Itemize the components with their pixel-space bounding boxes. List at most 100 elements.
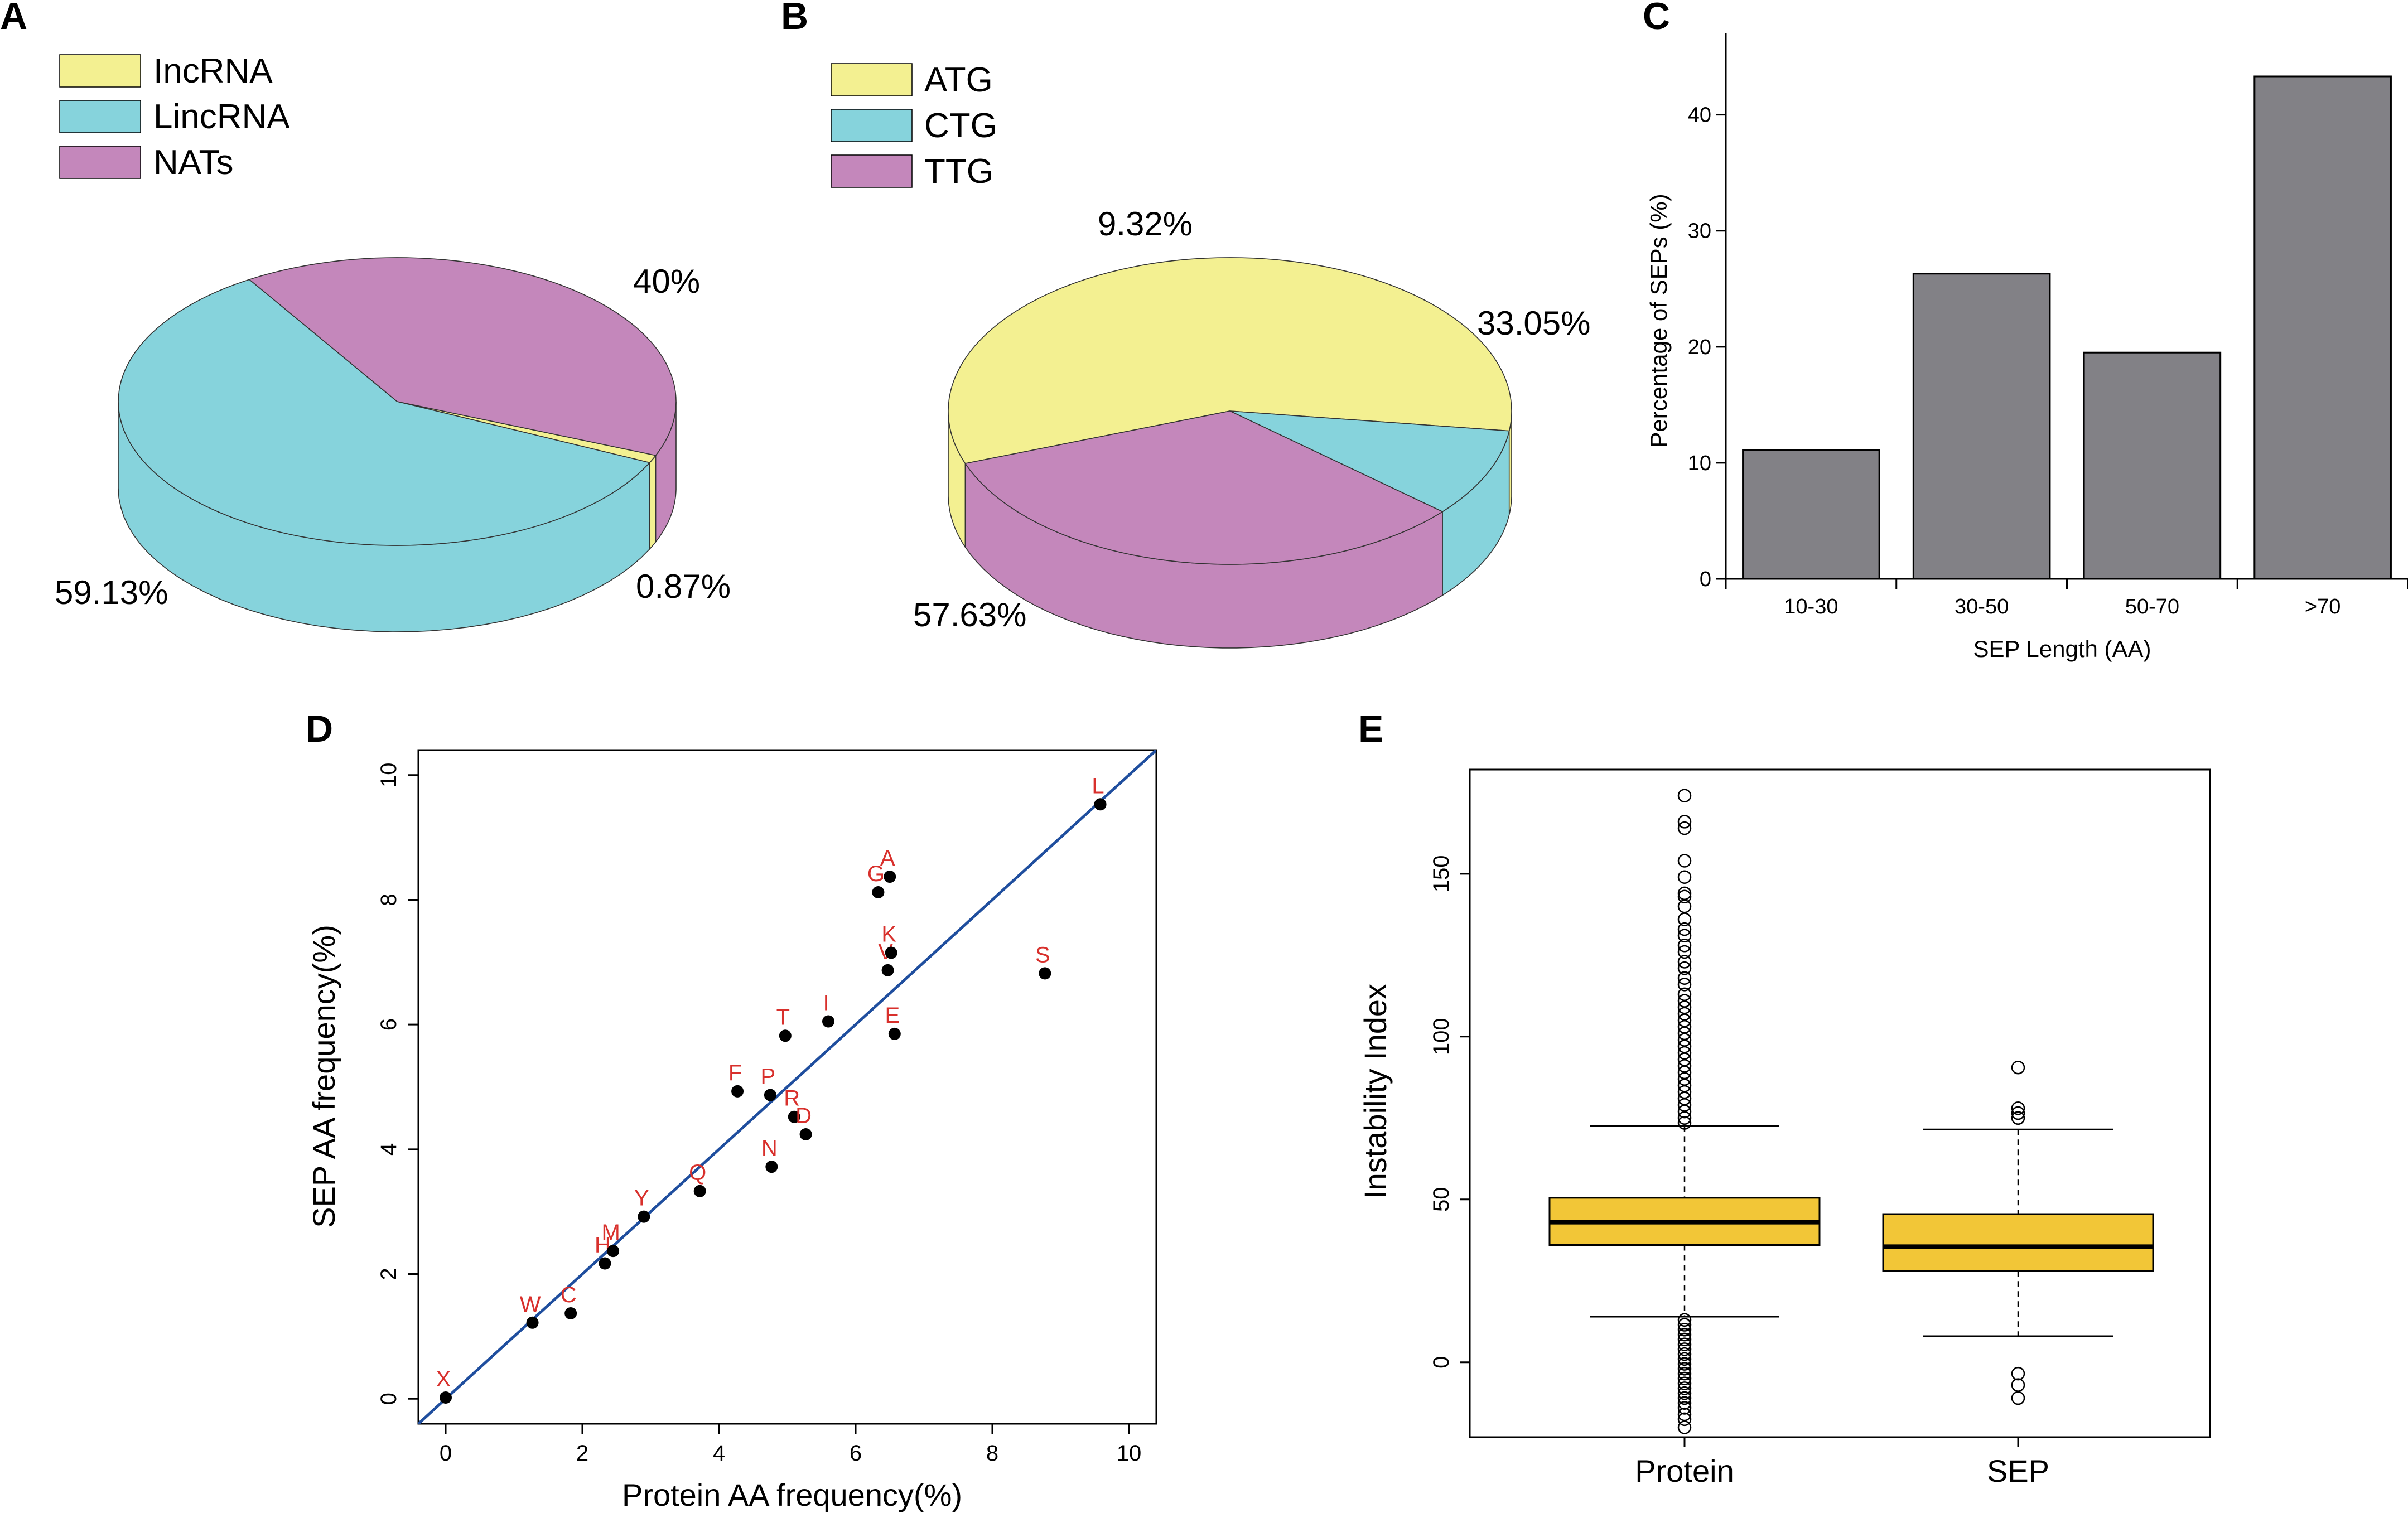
boxplot-e-outlier (1677, 1371, 1692, 1386)
scatter-d-point (1094, 798, 1107, 811)
bar-c-ytick-label: 30 (1688, 220, 1711, 243)
scatter-d-point (599, 1257, 611, 1270)
boxplot-e-outlier (1677, 899, 1692, 913)
scatter-d-point (872, 886, 885, 899)
scatter-d-point-label: T (776, 1005, 790, 1029)
scatter-d-point (693, 1185, 706, 1197)
boxplot-e-outlier (1677, 1420, 1692, 1434)
scatter-chart-d: 02468100246810XWCHMYQNFPRDTIEVKGASL Prot… (306, 749, 1157, 1512)
scatter-d-point-label: K (881, 922, 896, 947)
scatter-d-point (764, 1089, 776, 1101)
scatter-d-xlabel: Protein AA frequency(%) (622, 1477, 962, 1512)
scatter-d-point-label: Y (634, 1186, 649, 1211)
boxplot-e-outlier (1677, 945, 1692, 959)
scatter-d-xtick-label: 6 (850, 1441, 862, 1466)
boxplot-e-outlier (1677, 1412, 1692, 1427)
scatter-d-point (888, 1027, 901, 1040)
bar-c-ylabel: Percentage of SEPs (%) (1645, 194, 1672, 447)
pie-chart-a: IncRNA LincRNA NATs 40% 59.13% 0.87% (55, 52, 731, 632)
boxplot-e-outlier (1677, 1065, 1692, 1080)
scatter-d-point (799, 1128, 812, 1141)
scatter-d-ytick-label: 4 (377, 1143, 401, 1156)
scatter-d-point-label: E (885, 1003, 900, 1028)
boxplot-e-outlier (1677, 978, 1692, 992)
boxplot-e-outlier (1677, 1079, 1692, 1092)
bar-c-ytick-label: 0 (1700, 568, 1711, 591)
boxplot-e-outlier (2011, 1061, 2025, 1075)
boxplot-e-outlier (1677, 922, 1692, 936)
boxplot-e-ytick-label: 50 (1429, 1187, 1454, 1212)
pie-a-label-incrna: 0.87% (636, 568, 731, 605)
boxplot-e-outlier (1677, 1407, 1692, 1422)
scatter-d-point (526, 1316, 539, 1329)
scatter-d-frame (417, 749, 1157, 1425)
boxplot-e-ytick-label: 100 (1429, 1018, 1454, 1055)
legend-b-label-atg: ATG (924, 61, 993, 99)
boxplot-e-outlier (1677, 815, 1692, 829)
boxplot-e-outlier (2011, 1366, 2025, 1381)
legend-a-label-incrna: IncRNA (153, 52, 273, 90)
boxplot-e-outlier (1677, 1098, 1692, 1112)
scatter-d-fit-line (418, 750, 1156, 1424)
boxplot-e-outlier (2011, 1391, 2025, 1405)
scatter-d-point-label: Q (689, 1161, 706, 1185)
boxplot-e-outlier (2011, 1106, 2025, 1120)
boxplot-e-outlier (1677, 1033, 1692, 1047)
boxplot-e-outlier (2011, 1111, 2025, 1125)
scatter-d-point (564, 1307, 577, 1320)
scatter-d-point (822, 1015, 834, 1028)
boxplot-e-ylabel: Instability Index (1358, 984, 1393, 1199)
panel-label-a: A (0, 0, 27, 37)
legend-b-swatch-atg (831, 63, 913, 96)
legend-b-swatch-ttg (831, 154, 913, 188)
scatter-d-point (885, 946, 897, 959)
scatter-d-point-label: I (823, 991, 829, 1016)
boxplot-e-ytick-label: 0 (1429, 1356, 1454, 1369)
legend-b: ATG CTG TTG (831, 61, 997, 191)
boxplot-e-outlier (1677, 961, 1692, 975)
boxplot-e-outlier (1677, 870, 1692, 884)
boxplot-e-outlier (1677, 1040, 1692, 1053)
scatter-d-point (731, 1085, 744, 1098)
pie-a-label-nats: 40% (633, 263, 700, 300)
pie-a-slice-nats (248, 257, 677, 456)
boxplot-e-outlier (1677, 1111, 1692, 1125)
legend-a-swatch-nats (59, 146, 141, 179)
scatter-d-point (607, 1245, 620, 1258)
boxplot-e-frame (1469, 768, 2211, 1438)
boxplot-e-outlier (1677, 1327, 1692, 1342)
scatter-d-point-label: G (867, 862, 885, 886)
boxplot-e-ytick-label: 150 (1429, 855, 1454, 892)
scatter-d-xtick-label: 8 (986, 1441, 998, 1466)
scatter-d-point (765, 1161, 778, 1173)
boxplot-e-outlier (1677, 1020, 1692, 1034)
boxplot-e-outlier (1677, 1401, 1692, 1415)
boxplot-e-outlier (1677, 1000, 1692, 1014)
bar-c-bar (2083, 351, 2222, 580)
legend-a-swatch-lincrna (59, 100, 141, 133)
legend-a-label-nats: NATs (153, 143, 234, 182)
boxplot-e-outlier (1677, 1347, 1692, 1361)
boxplot-e-outlier (1677, 1342, 1692, 1356)
pie-b-slice-atg (948, 257, 1512, 464)
scatter-d-point (788, 1110, 800, 1123)
boxplot-e-outlier (1677, 1026, 1692, 1041)
boxplot-e-box (1882, 1213, 2154, 1272)
panel-label-b: B (781, 0, 808, 37)
pie-chart-b: ATG CTG TTG 9.32% 33.05% 57.63% (831, 61, 1591, 649)
scatter-d-point-label: M (601, 1220, 620, 1245)
boxplot-e-outlier (1677, 987, 1692, 1002)
bar-c-xtick-label: 10-30 (1784, 595, 1838, 618)
bar-c-xlabel: SEP Length (AA) (1973, 636, 2151, 662)
boxplot-e-outlier (2011, 1101, 2025, 1115)
scatter-d-ytick-label: 10 (377, 762, 401, 787)
boxplot-e-outlier (1677, 1059, 1692, 1073)
pie-a-side-incrna (649, 454, 657, 550)
bar-c-ytick-label: 10 (1688, 452, 1711, 475)
pie-b-slice-ttg (964, 410, 1444, 565)
scatter-d-point-label: R (784, 1086, 800, 1111)
pie-b-label-atg: 57.63% (913, 596, 1027, 634)
pie-a-label-lincrna: 59.13% (55, 574, 168, 611)
scatter-d-point (1039, 967, 1051, 980)
pie-a-slice-lincrna (118, 279, 651, 546)
